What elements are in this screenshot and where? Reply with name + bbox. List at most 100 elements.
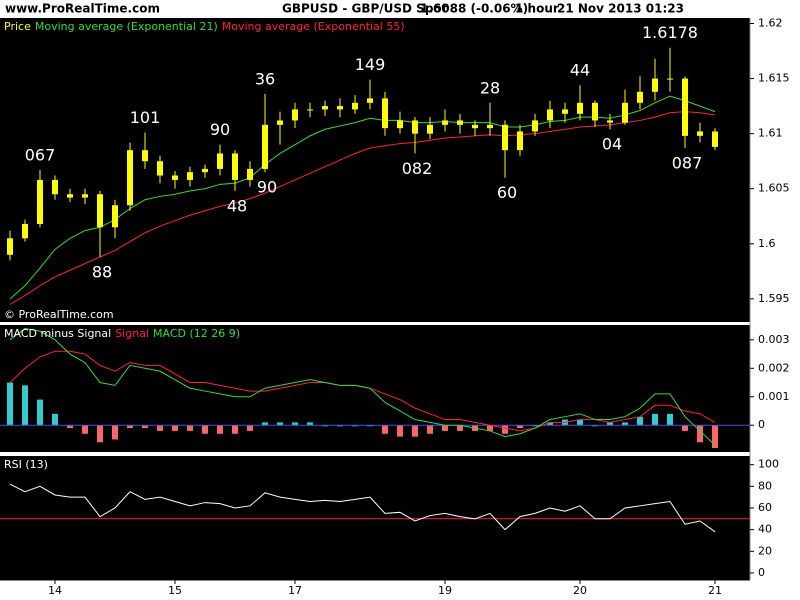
annotation: 36: [255, 70, 275, 89]
histogram-bar: [202, 425, 208, 434]
candle-body: [397, 120, 403, 129]
annotation: 101: [130, 108, 161, 127]
y-tick-label: 0.003: [758, 333, 790, 346]
candle-body: [457, 120, 463, 125]
histogram-bar: [7, 382, 13, 426]
histogram-bar: [292, 422, 298, 426]
annotation: 88: [92, 263, 112, 282]
candle-body: [172, 175, 178, 180]
y-tick-label: 1.595: [758, 292, 790, 305]
histogram-bar: [262, 422, 268, 426]
y-tick-label: 0: [758, 566, 765, 579]
histogram-bar: [37, 399, 43, 426]
candle-body: [262, 124, 268, 169]
candle-body: [157, 161, 163, 176]
histogram-bar: [67, 425, 73, 429]
candle-body: [112, 205, 118, 228]
candle-body: [622, 102, 628, 123]
candle-body: [52, 179, 58, 195]
candle-body: [427, 124, 433, 134]
candle-body: [442, 120, 448, 125]
candle-body: [367, 98, 373, 103]
histogram-bar: [427, 425, 433, 434]
candle-body: [592, 102, 598, 121]
histogram-bar: [22, 385, 28, 426]
candle-body: [217, 153, 223, 169]
timeframe: 1 hour: [515, 2, 559, 16]
histogram-bar: [637, 416, 643, 426]
histogram-bar: [232, 425, 238, 434]
candle-body: [412, 120, 418, 134]
annotation: 60: [497, 183, 517, 202]
legend-entry: RSI (13): [4, 458, 48, 471]
histogram-bar: [382, 425, 388, 434]
histogram-bar: [502, 425, 508, 434]
candle-body: [382, 98, 388, 129]
candle-body: [682, 78, 688, 136]
histogram-bar: [82, 425, 88, 434]
candle-body: [187, 172, 193, 180]
histogram-bar: [682, 425, 688, 431]
histogram-bar: [517, 425, 523, 429]
candle-body: [142, 150, 148, 162]
histogram-bar: [277, 422, 283, 426]
y-tick-label: 1.62: [758, 17, 783, 30]
y-tick-label: 80: [758, 479, 772, 492]
candle-body: [352, 102, 358, 110]
line-series: [9, 111, 716, 305]
candle-body: [547, 109, 553, 121]
x-tick-label: 19: [438, 584, 452, 597]
candle-body: [322, 106, 328, 110]
candle-body: [667, 78, 673, 80]
candle-body: [337, 106, 343, 110]
candle-body: [502, 124, 508, 151]
candle-body: [127, 150, 133, 206]
x-tick-label: 14: [48, 584, 62, 597]
legend-entry: Moving average (Exponential 21): [35, 20, 218, 33]
candle-body: [532, 120, 538, 132]
annotation: 149: [355, 55, 386, 74]
candle-body: [232, 153, 238, 180]
candle-body: [37, 179, 43, 224]
rsi-panel: [0, 456, 750, 580]
histogram-bar: [412, 425, 418, 437]
price-panel: [0, 18, 750, 322]
y-tick-label: 20: [758, 544, 772, 557]
annotation: 067: [25, 146, 56, 165]
legend-entry: Price: [4, 20, 31, 33]
legend-entry: MACD minus Signal: [4, 327, 111, 340]
candle-body: [82, 194, 88, 198]
histogram-bar: [457, 425, 463, 431]
histogram-bar: [397, 425, 403, 437]
quote: 1.6088 (-0.06%): [420, 2, 528, 16]
histogram-bar: [112, 425, 118, 440]
site: www.ProRealTime.com: [5, 2, 160, 16]
histogram-bar: [667, 413, 673, 426]
candle-body: [517, 131, 523, 151]
annotation: 48: [227, 196, 247, 215]
candle-body: [607, 120, 613, 123]
x-tick-label: 20: [573, 584, 587, 597]
legend-entry: Signal: [115, 327, 149, 340]
annotation: 087: [672, 153, 703, 172]
candle-body: [697, 131, 703, 136]
candle-body: [67, 194, 73, 198]
histogram-bar: [127, 425, 133, 429]
candle-body: [97, 194, 103, 228]
candle-body: [562, 109, 568, 114]
timestamp: 21 Nov 2013 01:23: [557, 2, 684, 16]
candle-body: [652, 78, 658, 92]
histogram-bar: [157, 425, 163, 431]
candle-body: [277, 120, 283, 125]
annotation: 90: [210, 120, 230, 139]
annotation: 90: [257, 178, 277, 197]
annotation: 44: [570, 61, 590, 80]
candle-body: [637, 91, 643, 103]
histogram-bar: [247, 425, 253, 431]
histogram-bar: [187, 425, 193, 431]
legend-entry: Moving average (Exponential 55): [222, 20, 405, 33]
x-tick-label: 17: [288, 584, 302, 597]
histogram-bar: [712, 425, 718, 449]
